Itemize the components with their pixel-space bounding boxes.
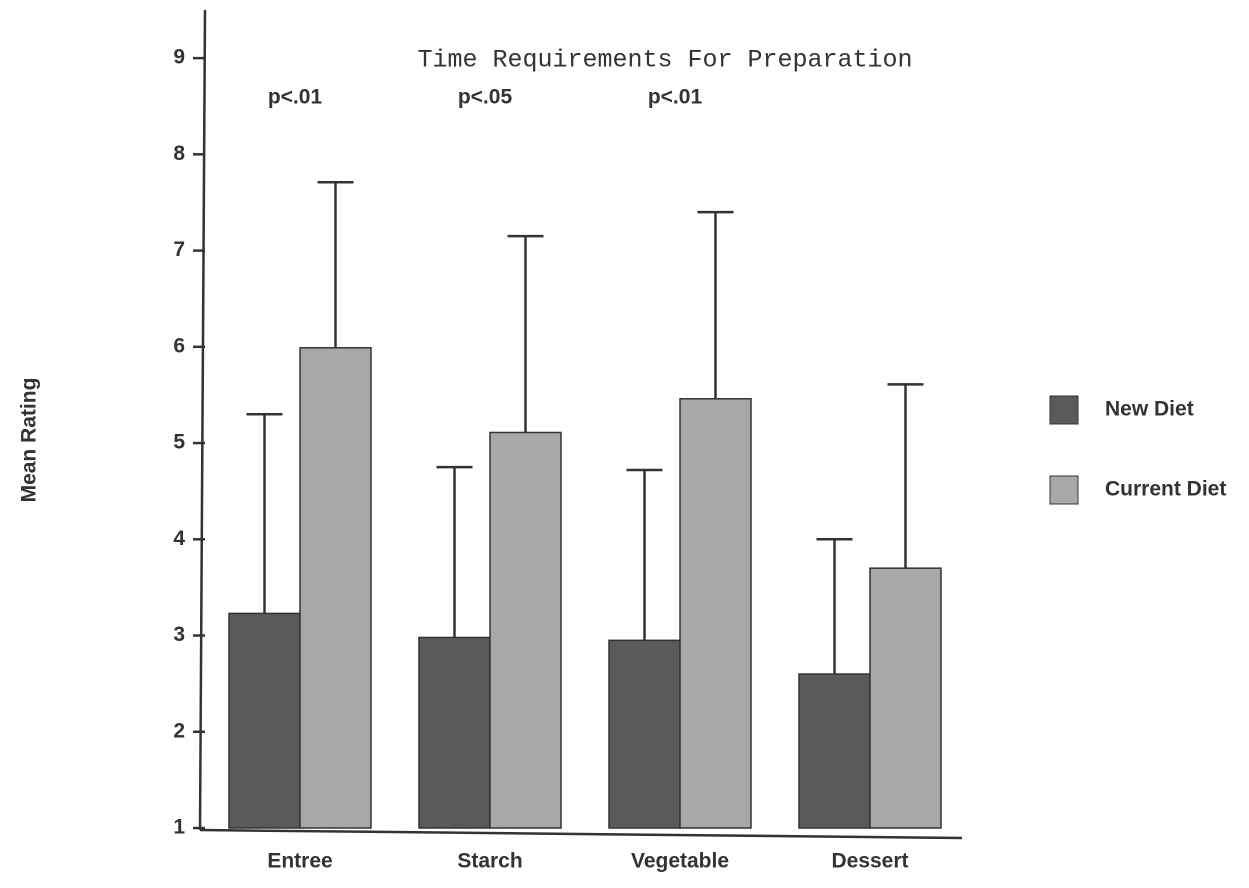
legend-swatch xyxy=(1049,475,1079,505)
y-tick-label: 5 xyxy=(173,431,185,454)
bar xyxy=(489,431,562,829)
bar xyxy=(679,398,752,829)
bar xyxy=(608,639,681,829)
y-tick-label: 8 xyxy=(173,142,185,165)
legend-swatch xyxy=(1049,395,1079,425)
bar xyxy=(869,567,942,829)
bar xyxy=(418,636,491,829)
y-tick-label: 2 xyxy=(173,719,185,742)
bar xyxy=(299,347,372,829)
x-tick-label: Dessert xyxy=(831,850,908,873)
y-tick-label: 1 xyxy=(173,816,185,839)
x-tick-label: Starch xyxy=(457,850,522,873)
annotation: p<.05 xyxy=(458,86,513,109)
bar xyxy=(798,673,871,829)
legend-label: New Diet xyxy=(1105,398,1194,421)
y-tick-label: 7 xyxy=(173,238,185,261)
y-tick-label: 6 xyxy=(173,334,185,357)
x-tick-label: Vegetable xyxy=(631,850,729,873)
y-axis-label: Mean Rating xyxy=(18,378,41,503)
y-tick-label: 9 xyxy=(173,46,185,69)
chart-title: Time Requirements For Preparation xyxy=(417,46,912,75)
y-axis xyxy=(198,9,207,831)
legend-label: Current Diet xyxy=(1105,478,1226,501)
annotation: p<.01 xyxy=(648,86,703,109)
x-tick-label: Entree xyxy=(267,850,332,873)
annotation: p<.01 xyxy=(268,86,323,109)
y-tick-label: 4 xyxy=(173,527,185,550)
bar xyxy=(228,612,301,829)
y-tick-label: 3 xyxy=(173,623,185,646)
x-axis xyxy=(199,828,963,840)
